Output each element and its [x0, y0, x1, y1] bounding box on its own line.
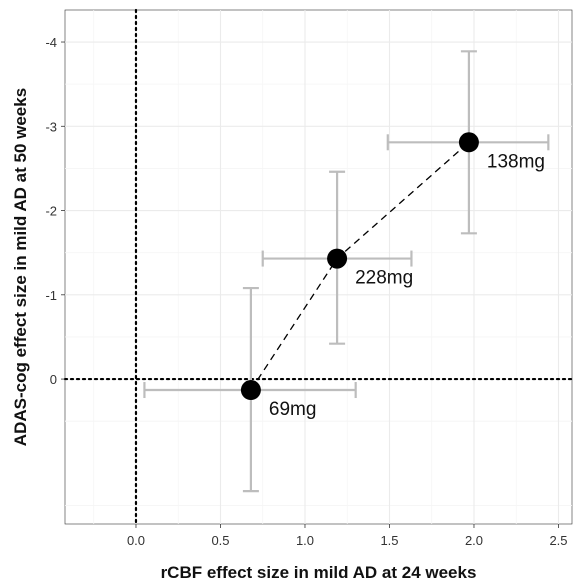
- x-axis-title: rCBF effect size in mild AD at 24 weeks: [161, 563, 477, 582]
- y-tick-label: 0: [50, 372, 57, 387]
- data-point: [327, 248, 348, 269]
- plot-panel: [64, 9, 573, 525]
- points-layer: [240, 132, 479, 401]
- x-tick-label: 0.0: [127, 533, 145, 548]
- x-tick-label: 0.5: [211, 533, 229, 548]
- tick-labels-layer: 0.0 0.5 1.0 1.5 2.0 2.5 0 -1 -2 -3 -4: [45, 35, 567, 548]
- reference-lines: [63, 8, 573, 526]
- y-tick-label: -2: [45, 204, 57, 219]
- point-labels-layer: 69mg 228mg 138mg: [269, 151, 545, 420]
- grid-layer: [64, 9, 573, 525]
- data-point: [458, 132, 479, 153]
- x-tick-label: 1.0: [296, 533, 314, 548]
- point-label: 138mg: [487, 151, 545, 172]
- y-tick-label: -3: [45, 119, 57, 134]
- y-axis-title: ADAS-cog effect size in mild AD at 50 we…: [11, 88, 30, 446]
- point-label: 228mg: [355, 268, 413, 289]
- x-tick-label: 1.5: [380, 533, 398, 548]
- y-tick-label: -1: [45, 288, 57, 303]
- point-label: 69mg: [269, 399, 317, 420]
- x-tick-label: 2.0: [465, 533, 483, 548]
- x-tick-label: 2.5: [549, 533, 567, 548]
- data-point: [240, 380, 261, 401]
- y-tick-label: -4: [45, 35, 57, 50]
